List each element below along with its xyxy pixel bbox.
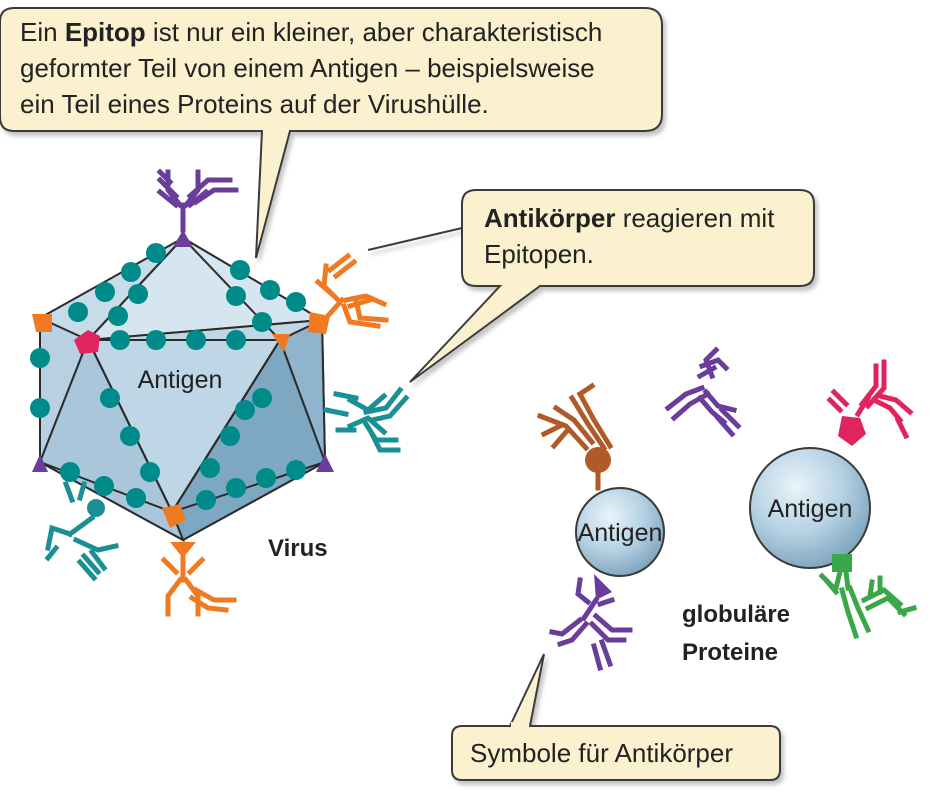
antibody-orange-top-right xyxy=(314,252,389,329)
symbols-callout-text: Symbole für Antikörper xyxy=(470,738,734,768)
epitope-callout-line3: ein Teil eines Proteins auf der Virushül… xyxy=(20,89,489,119)
epitope-orange-left xyxy=(32,314,52,332)
antibody-orange-bottom xyxy=(160,555,237,617)
globular-protein-2 xyxy=(749,359,918,640)
virus-antigen-label: Antigen xyxy=(138,366,223,394)
antibody-green xyxy=(818,554,918,640)
epitope-orange-tip xyxy=(170,542,196,558)
antibody-callout-text: Antikörper reagieren mit Epitopen. xyxy=(484,200,804,272)
epitope-purple-left xyxy=(32,454,48,472)
antibody-callout-line1: Antikörper reagieren mit xyxy=(484,203,775,233)
epitope-purple-right xyxy=(316,454,334,472)
epitope-callout-line1: Ein Epitop ist nur ein kleiner, aber cha… xyxy=(20,17,603,47)
epitope-callout xyxy=(0,7,663,259)
antibody-callout xyxy=(367,189,815,383)
protein1-antigen-label: Antigen xyxy=(578,519,663,547)
antibody-purple-floating xyxy=(664,346,742,438)
virus-label: Virus xyxy=(268,535,328,562)
epitope-purple-top xyxy=(173,230,193,247)
virus xyxy=(30,230,334,558)
virus-protein-dots xyxy=(30,243,306,510)
antibody-teal-bottom-left xyxy=(44,480,119,582)
antibody-brown xyxy=(536,382,614,491)
epitope-orange-bottom xyxy=(162,504,186,528)
globular-label-line1: globuläre xyxy=(682,601,790,628)
antibody-red xyxy=(826,359,914,446)
antibody-callout-line2: Epitopen. xyxy=(484,239,594,269)
epitope-callout-text: Ein Epitop ist nur ein kleiner, aber cha… xyxy=(20,14,656,122)
antibody-purple-top xyxy=(156,168,239,233)
antibody-teal-right xyxy=(323,386,410,453)
globular-label-line2: Proteine xyxy=(682,639,778,666)
epitope-term: Epitop xyxy=(64,17,146,47)
epitope-orange-mid xyxy=(272,334,290,352)
symbols-callout xyxy=(451,653,781,781)
antibody-term: Antikörper xyxy=(484,203,616,233)
protein2-antigen-label: Antigen xyxy=(768,495,853,523)
antibody-purple-bottom xyxy=(549,574,633,672)
epitope-callout-line2: geformter Teil von einem Antigen – beisp… xyxy=(20,53,595,83)
epitope-red xyxy=(74,330,100,354)
globular-protein-1 xyxy=(536,382,665,672)
